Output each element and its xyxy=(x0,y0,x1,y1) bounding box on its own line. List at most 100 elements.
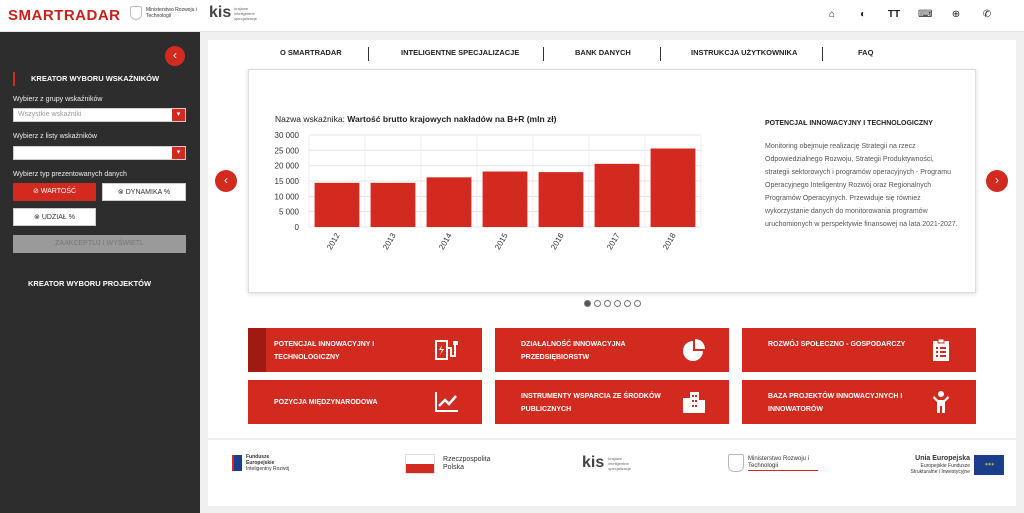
kis-footer-text: kis xyxy=(582,454,605,471)
tile-pozycja-miedzynarodowa[interactable]: POZYCJA MIĘDZYNARODOWA xyxy=(248,380,482,424)
bar xyxy=(314,182,360,227)
list-select[interactable]: ▾ xyxy=(13,146,186,160)
kis-logo-text: kis xyxy=(209,4,232,21)
carousel-slide: Nazwa wskaźnika: Wartość brutto krajowyc… xyxy=(248,69,976,293)
fe-flag-icon xyxy=(232,455,242,471)
indicator-wizard-heading: KREATOR WYBORU WSKAŹNIKÓW xyxy=(13,72,159,86)
bar xyxy=(482,171,528,227)
nav-divider xyxy=(543,47,544,61)
footer-logos: Fundusze Europejskie Inteligentny Rozwój… xyxy=(208,440,1016,506)
bar xyxy=(426,177,472,227)
eu-subtitle: Europejskie Fundusze Strukturalne i Inwe… xyxy=(910,463,970,475)
carousel-dot[interactable] xyxy=(604,300,611,307)
bar-chart: 30 000 25 000 20 000 15 000 10 000 5 000 0 2012… xyxy=(275,131,702,251)
x-tick-label: 2013 xyxy=(381,231,398,251)
smartradar-logo[interactable]: SMARTRADAR xyxy=(8,7,121,24)
x-tick-label: 2016 xyxy=(549,231,566,251)
nav-o-smartradar[interactable]: O SMARTRADAR xyxy=(280,48,342,57)
chevron-down-icon[interactable]: ▾ xyxy=(172,147,185,159)
ministry-logo: Ministerstwo Rozwoju i Technologii xyxy=(130,6,206,20)
tile-dzialalnosc-innowacyjna[interactable]: DZIAŁALNOŚĆ INNOWACYJNA PRZEDSIĘBIORSTW xyxy=(495,328,729,372)
trend-chart-icon xyxy=(435,392,458,412)
pie-chart-icon xyxy=(683,339,705,361)
nav-faq[interactable]: FAQ xyxy=(858,48,874,57)
y-tick-label: 5 000 xyxy=(279,208,300,217)
x-tick-label: 2015 xyxy=(493,231,510,251)
chevron-down-icon[interactable]: ▾ xyxy=(172,109,185,121)
fe-subtitle: Inteligentny Rozwój xyxy=(246,466,290,472)
kis-footer-subtitle: krajowe inteligentne specjalizacje xyxy=(608,455,631,471)
ministry-logo-text: Ministerstwo Rozwoju i Technologii xyxy=(146,7,197,19)
nav-inteligentne-specjalizacje[interactable]: INTELIGENTNE SPECJALIZACJE xyxy=(401,48,520,57)
kis-footer-logo: kis krajowe inteligentne specjalizacje xyxy=(582,454,642,472)
home-icon[interactable]: ⌂ xyxy=(828,9,836,20)
collapse-sidebar-button[interactable]: ‹ xyxy=(165,46,185,66)
fundusze-europejskie-logo: Fundusze Europejskie Inteligentny Rozwój xyxy=(232,454,290,472)
tile-active-stripe xyxy=(248,328,266,372)
value-button-label: WARTOŚĆ xyxy=(40,188,77,195)
phone-icon[interactable]: ✆ xyxy=(982,9,992,20)
tile-label: ROZWÓJ SPOŁECZNO - GOSPODARCZY xyxy=(768,341,906,348)
share-button-label: UDZIAŁ % xyxy=(41,214,75,221)
carousel-dot[interactable] xyxy=(614,300,621,307)
tile-label: POZYCJA MIĘDZYNARODOWA xyxy=(274,399,378,406)
buildings-icon xyxy=(683,392,705,413)
x-tick-label: 2012 xyxy=(325,231,342,251)
sidebar: ‹ KREATOR WYBORU WSKAŹNIKÓW Wybierz z gr… xyxy=(0,32,200,513)
kis-logo-subtitle: krajowe inteligentne specjalizacje xyxy=(234,5,257,21)
nav-divider xyxy=(822,47,823,61)
y-tick-label: 20 000 xyxy=(275,162,300,171)
carousel-dot[interactable] xyxy=(584,300,591,307)
info-description: Monitoring obejmuje realizację Strategii… xyxy=(765,143,958,228)
project-wizard-link[interactable]: KREATOR WYBORU PROJEKTÓW xyxy=(28,279,152,288)
ministry-footer-text: Ministerstwo Rozwoju i Technologii xyxy=(748,456,818,471)
clipboard-list-icon xyxy=(933,338,949,361)
list-select-label: Wybierz z listy wskaźników xyxy=(13,133,97,140)
text-size-icon[interactable]: TT xyxy=(887,9,901,20)
eu-title: Unia Europejska xyxy=(915,455,970,462)
accessibility-toolbar: ⌂ ◐ TT ⌨ ⊕ ✆ xyxy=(825,9,994,20)
carousel-dot[interactable] xyxy=(634,300,641,307)
eagle-emblem-icon xyxy=(130,6,142,20)
tile-label: INSTRUMENTY WSPARCIA ZE ŚRODKÓW PUBLICZN… xyxy=(521,393,661,413)
group-select-placeholder: Wszystkie wskaźniki xyxy=(18,111,82,118)
bar xyxy=(370,182,416,227)
fe-title: Fundusze Europejskie xyxy=(246,454,275,466)
tile-instrumenty-wsparcia[interactable]: INSTRUMENTY WSPARCIA ZE ŚRODKÓW PUBLICZN… xyxy=(495,380,729,424)
keyboard-icon[interactable]: ⌨ xyxy=(918,9,933,20)
ministry-footer-logo: Ministerstwo Rozwoju i Technologii xyxy=(728,454,818,472)
info-heading: POTENCJAŁ INNOWACYJNY I TECHNOLOGICZNY xyxy=(765,120,933,127)
eu-flag-icon: ✶✶✶ xyxy=(974,454,1004,475)
check-circle-icon: ⊘ xyxy=(32,188,39,195)
nav-bank-danych[interactable]: BANK DANYCH xyxy=(575,48,631,57)
person-icon xyxy=(933,391,949,413)
tile-baza-projektow[interactable]: BAZA PROJEKTÓW INNOWACYJNYCH I INNOWATOR… xyxy=(742,380,976,424)
bar xyxy=(538,172,584,227)
group-select[interactable]: Wszystkie wskaźniki ▾ xyxy=(13,108,186,122)
tile-label: POTENCJAŁ INNOWACYJNY I TECHNOLOGICZNY xyxy=(274,341,375,361)
rzeczpospolita-logo: Rzeczpospolita Polska xyxy=(405,454,493,474)
x-tick-label: 2014 xyxy=(437,231,454,251)
dynamics-button[interactable]: ⊗ DYNAMIKA % xyxy=(102,183,186,201)
eagle-emblem-icon xyxy=(728,454,744,472)
accept-display-button[interactable]: ZAAKCEPTUJ I WYŚWIETL xyxy=(13,235,186,253)
dynamics-button-label: DYNAMIKA % xyxy=(125,189,171,196)
carousel-dot[interactable] xyxy=(594,300,601,307)
circle-x-icon: ⊗ xyxy=(117,189,124,196)
carousel-prev-button[interactable]: ‹ xyxy=(215,170,237,192)
unia-europejska-logo: Unia Europejska Europejskie Fundusze Str… xyxy=(898,454,1004,475)
carousel-next-button[interactable]: › xyxy=(986,170,1008,192)
tile-label: BAZA PROJEKTÓW INNOWACYJNYCH I INNOWATOR… xyxy=(768,393,903,413)
poland-flag-icon xyxy=(405,454,435,474)
y-tick-label: 15 000 xyxy=(275,177,300,186)
share-button[interactable]: ⊗ UDZIAŁ % xyxy=(13,208,96,226)
tile-potencjal-innowacyjny[interactable]: POTENCJAŁ INNOWACYJNY I TECHNOLOGICZNY xyxy=(248,328,482,372)
globe-icon[interactable]: ⊕ xyxy=(951,9,961,20)
carousel-dot[interactable] xyxy=(624,300,631,307)
nav-instrukcja[interactable]: INSTRUKCJA UŻYTKOWNIKA xyxy=(691,48,798,57)
contrast-icon[interactable]: ◐ xyxy=(859,9,867,20)
value-button[interactable]: ⊘ WARTOŚĆ xyxy=(13,183,96,201)
tile-rozwoj-spoleczno-gospodarczy[interactable]: ROZWÓJ SPOŁECZNO - GOSPODARCZY xyxy=(742,328,976,372)
main-nav: O SMARTRADAR INTELIGENTNE SPECJALIZACJE … xyxy=(208,46,1016,64)
bar xyxy=(594,163,640,227)
